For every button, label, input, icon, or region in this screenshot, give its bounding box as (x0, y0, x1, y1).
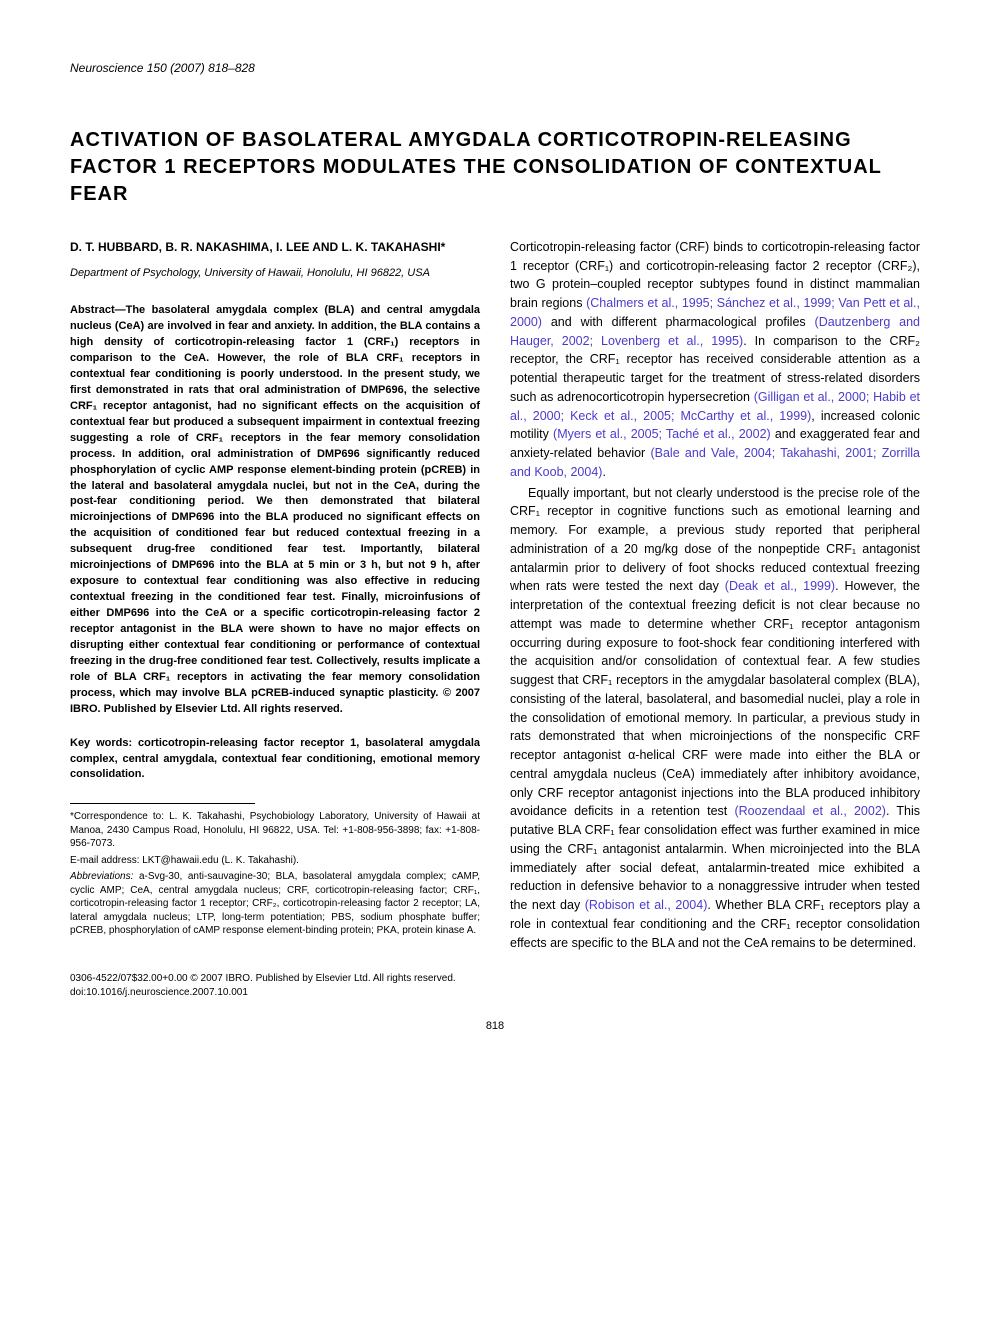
two-column-layout: D. T. HUBBARD, B. R. NAKASHIMA, I. LEE A… (70, 238, 920, 955)
correspondence-footnote: *Correspondence to: L. K. Takahashi, Psy… (70, 810, 480, 851)
copyright-line: 0306-4522/07$32.00+0.00 © 2007 IBRO. Pub… (70, 972, 920, 986)
abbreviations-footnote: Abbreviations: a-Svg-30, anti-sauvagine-… (70, 870, 480, 938)
body-text-segment: and with different pharmacological profi… (542, 315, 815, 329)
journal-name: Neuroscience (70, 61, 143, 75)
abstract: Abstract—The basolateral amygdala comple… (70, 303, 480, 717)
citation-link[interactable]: (Robison et al., 2004) (585, 898, 708, 912)
body-paragraph-1: Corticotropin-releasing factor (CRF) bin… (510, 238, 920, 482)
journal-volume: 150 (147, 61, 167, 75)
page-footer: 0306-4522/07$32.00+0.00 © 2007 IBRO. Pub… (70, 972, 920, 999)
body-text-segment: . (602, 465, 605, 479)
affiliation: Department of Psychology, University of … (70, 266, 480, 281)
doi-line: doi:10.1016/j.neuroscience.2007.10.001 (70, 986, 920, 1000)
citation-link[interactable]: (Myers et al., 2005; Taché et al., 2002) (553, 427, 771, 441)
journal-pages: 818–828 (208, 61, 255, 75)
page-number: 818 (70, 1019, 920, 1034)
article-title: ACTIVATION OF BASOLATERAL AMYGDALA CORTI… (70, 127, 920, 208)
right-column: Corticotropin-releasing factor (CRF) bin… (510, 238, 920, 955)
body-text-segment: . However, the interpretation of the con… (510, 579, 920, 818)
journal-header: Neuroscience 150 (2007) 818–828 (70, 60, 920, 77)
abbreviations-label: Abbreviations: (70, 871, 133, 882)
left-column: D. T. HUBBARD, B. R. NAKASHIMA, I. LEE A… (70, 238, 480, 955)
authors: D. T. HUBBARD, B. R. NAKASHIMA, I. LEE A… (70, 238, 480, 256)
email-label: E-mail address: (70, 855, 139, 866)
footnote-divider (70, 803, 255, 804)
body-paragraph-2: Equally important, but not clearly under… (510, 484, 920, 953)
body-text-segment: . This putative BLA CRF₁ fear consolidat… (510, 804, 920, 912)
citation-link[interactable]: (Roozendaal et al., 2002) (734, 804, 886, 818)
keywords: Key words: corticotropin-releasing facto… (70, 736, 480, 784)
journal-year: 2007 (174, 61, 201, 75)
citation-link[interactable]: (Deak et al., 1999) (725, 579, 835, 593)
body-text-segment: Equally important, but not clearly under… (510, 486, 920, 594)
email-address: LKT@hawaii.edu (L. K. Takahashi). (142, 855, 299, 866)
email-footnote: E-mail address: LKT@hawaii.edu (L. K. Ta… (70, 854, 480, 868)
